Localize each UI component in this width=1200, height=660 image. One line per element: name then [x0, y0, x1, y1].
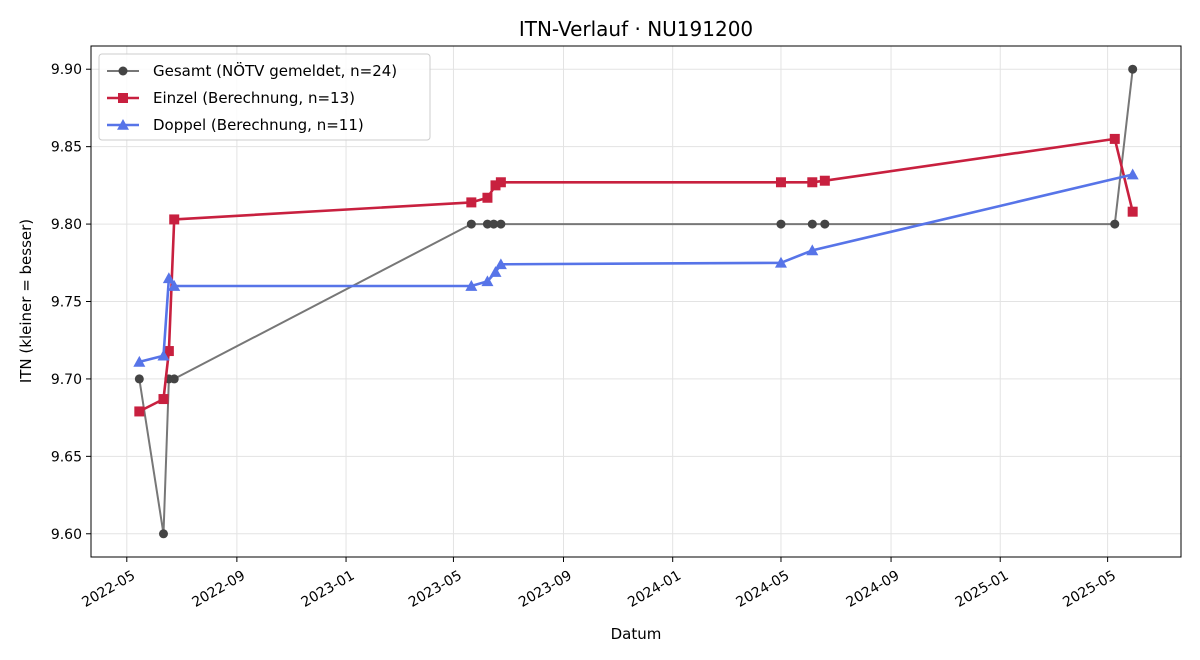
data-point	[163, 346, 174, 357]
x-tick-label: 2024-05	[734, 568, 793, 611]
data-point	[157, 349, 170, 361]
y-axis: 9.60 9.65 9.70 9.75 9.80 9.85 9.90	[51, 62, 91, 543]
legend-swatch-marker	[117, 119, 129, 130]
series-line	[138, 137, 1134, 413]
chart-title: ITN-Verlauf · NU191200	[519, 17, 753, 41]
data-point	[489, 219, 499, 229]
y-tick-label: 9.85	[51, 140, 82, 156]
series-layer	[133, 64, 1139, 539]
x-tick-label: 2025-05	[1060, 568, 1119, 611]
data-point	[775, 177, 786, 188]
data-point	[806, 244, 819, 256]
data-point	[774, 256, 787, 268]
legend-label: Einzel (Berechnung, n=13)	[153, 89, 355, 107]
x-tick-label: 2023-01	[299, 568, 358, 611]
legend-swatch-marker	[118, 93, 128, 103]
x-tick-label: 2024-01	[625, 568, 684, 611]
data-point	[133, 355, 146, 367]
x-axis-label: Datum	[611, 625, 662, 643]
data-point	[807, 177, 818, 188]
data-point	[1110, 219, 1120, 229]
data-point	[1127, 206, 1138, 217]
y-tick-label: 9.60	[51, 527, 82, 543]
x-tick-label: 2022-05	[79, 568, 138, 611]
data-point	[1128, 64, 1138, 74]
y-tick-label: 9.75	[51, 295, 82, 311]
series-line	[138, 173, 1133, 364]
data-point	[490, 180, 501, 191]
data-point	[158, 394, 169, 405]
legend: Gesamt (NÖTV gemeldet, n=24) Einzel (Bere…	[98, 53, 431, 141]
data-point	[489, 266, 502, 277]
data-point	[466, 197, 477, 208]
x-axis: 2022-05 2022-09 2023-01 2023-05 2023-09 2024-…	[79, 557, 1119, 611]
data-point	[496, 219, 506, 229]
y-tick-label: 9.70	[51, 372, 82, 388]
data-point	[1109, 133, 1120, 144]
legend-label: Gesamt (NÖTV gemeldet, n=24)	[153, 61, 397, 80]
data-point	[169, 214, 180, 225]
legend-swatch-marker	[118, 66, 128, 76]
data-point	[807, 219, 817, 229]
data-point	[158, 529, 168, 539]
data-point	[482, 192, 493, 203]
legend-item: Doppel (Berechnung, n=11)	[107, 116, 364, 134]
data-point	[819, 175, 830, 186]
data-point	[162, 272, 175, 284]
grid	[91, 46, 1181, 557]
series-triangle	[133, 168, 1139, 367]
data-point	[169, 374, 179, 384]
data-point	[1126, 168, 1139, 180]
data-point	[168, 280, 181, 291]
data-point	[466, 219, 476, 229]
x-tick-label: 2025-01	[953, 568, 1012, 611]
data-point	[494, 258, 507, 270]
data-point	[465, 280, 478, 291]
series-square	[134, 133, 1138, 417]
x-tick-label: 2023-09	[516, 568, 575, 611]
data-point	[481, 275, 494, 287]
data-point	[776, 219, 786, 229]
legend-box	[98, 53, 431, 141]
series-circle	[134, 64, 1138, 539]
data-point	[482, 219, 492, 229]
data-point	[820, 219, 830, 229]
y-tick-label: 9.80	[51, 217, 82, 233]
x-tick-label: 2023-05	[406, 568, 465, 611]
data-point	[495, 177, 506, 188]
x-tick-label: 2022-09	[189, 568, 248, 611]
y-axis-label: ITN (kleiner = besser)	[17, 219, 35, 383]
data-point	[134, 406, 145, 417]
y-tick-label: 9.65	[51, 449, 82, 465]
legend-item: Gesamt (NÖTV gemeldet, n=24)	[107, 61, 397, 80]
y-tick-label: 9.90	[51, 62, 82, 78]
x-tick-label: 2024-09	[844, 568, 903, 611]
data-point	[134, 374, 144, 384]
legend-item: Einzel (Berechnung, n=13)	[107, 89, 355, 107]
legend-label: Doppel (Berechnung, n=11)	[153, 116, 364, 134]
